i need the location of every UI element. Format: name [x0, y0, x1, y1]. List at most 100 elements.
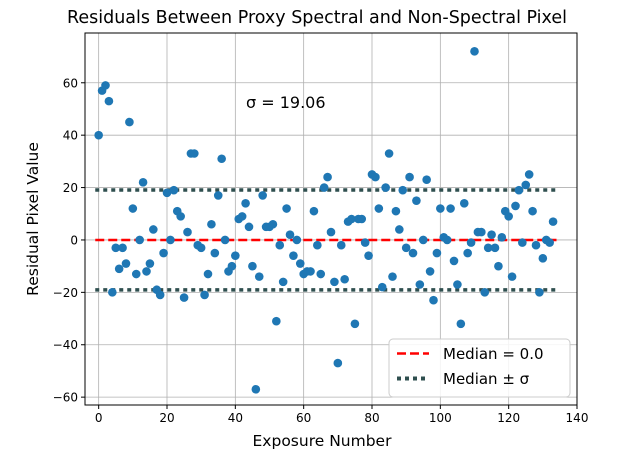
data-point — [391, 206, 401, 216]
data-point — [231, 251, 240, 260]
data-point — [453, 280, 462, 289]
data-point — [425, 267, 435, 276]
data-point — [357, 214, 367, 224]
data-point — [289, 251, 298, 260]
data-point — [371, 172, 380, 182]
data-point — [531, 240, 541, 250]
x-tick-label: 80 — [364, 411, 379, 425]
data-point — [446, 204, 455, 213]
data-point — [401, 243, 411, 253]
data-point — [104, 96, 114, 106]
data-point — [507, 272, 517, 281]
data-point — [213, 191, 223, 200]
x-axis: 0 20 40 60 80 100 120 140 — [95, 405, 588, 425]
data-point — [149, 225, 158, 234]
y-tick-label: 60 — [63, 76, 78, 90]
data-point — [241, 198, 250, 208]
data-point — [521, 180, 531, 190]
data-point — [111, 243, 121, 253]
data-point — [309, 206, 319, 216]
data-point — [538, 253, 548, 263]
data-point — [207, 219, 216, 229]
data-point — [418, 235, 428, 245]
data-point — [251, 384, 261, 394]
x-tick-label: 0 — [95, 411, 103, 425]
data-point — [138, 178, 148, 187]
data-point — [350, 319, 360, 329]
data-point — [395, 225, 404, 234]
data-point — [248, 261, 257, 271]
data-point — [183, 227, 192, 237]
data-point — [487, 230, 496, 240]
data-point — [145, 259, 155, 268]
data-points — [94, 47, 558, 394]
data-point — [429, 295, 438, 305]
data-point — [466, 238, 476, 247]
data-point — [227, 261, 237, 271]
data-point — [412, 196, 421, 205]
data-point — [285, 230, 295, 240]
x-tick-label: 20 — [159, 411, 174, 425]
data-point — [347, 214, 356, 224]
data-point — [292, 235, 302, 245]
data-point — [135, 235, 144, 245]
data-point — [528, 206, 537, 216]
data-point — [101, 81, 110, 90]
legend-median-label: Median = 0.0 — [443, 345, 544, 363]
plot-frame — [84, 32, 578, 406]
data-point — [480, 288, 490, 297]
data-point — [258, 191, 267, 200]
data-point — [381, 183, 390, 192]
sigma-annotation: σ = 19.06 — [246, 93, 326, 112]
data-point — [535, 288, 544, 297]
data-point — [422, 175, 431, 185]
data-point — [237, 212, 247, 221]
data-point — [118, 243, 127, 253]
data-point — [449, 256, 459, 266]
data-point — [131, 269, 141, 279]
data-point — [121, 259, 131, 268]
data-point — [377, 282, 387, 292]
data-point — [360, 238, 370, 247]
data-point — [514, 185, 524, 195]
data-point — [282, 204, 291, 213]
data-point — [244, 222, 254, 232]
data-point — [459, 198, 469, 208]
data-point — [405, 172, 414, 182]
data-point — [200, 290, 209, 300]
data-point — [155, 290, 165, 300]
data-point — [388, 272, 397, 281]
data-point — [408, 248, 418, 258]
y-tick-label: 40 — [63, 129, 78, 143]
data-point — [436, 204, 445, 213]
data-point — [272, 316, 281, 326]
x-axis-label: Exposure Number — [253, 432, 393, 450]
data-point — [511, 201, 520, 211]
x-tick-label: 120 — [497, 411, 520, 425]
data-point — [494, 261, 503, 271]
data-point — [398, 185, 408, 195]
data-point — [326, 227, 336, 237]
data-point — [254, 272, 264, 281]
data-point — [463, 248, 472, 258]
x-tick-label: 60 — [296, 411, 311, 425]
data-point — [142, 267, 151, 276]
data-point — [432, 248, 442, 258]
data-point — [217, 154, 226, 164]
chart-title: Residuals Between Proxy Spectral and Non… — [67, 8, 567, 28]
data-point — [504, 212, 513, 221]
x-tick-label: 40 — [228, 411, 243, 425]
data-point — [364, 251, 373, 260]
data-point — [179, 293, 189, 302]
data-point — [490, 243, 500, 253]
data-point — [108, 288, 117, 297]
data-point — [210, 248, 220, 258]
data-point — [316, 269, 326, 279]
data-point — [159, 248, 168, 258]
data-point — [545, 238, 554, 247]
data-point — [295, 259, 305, 268]
y-tick-label: 20 — [63, 181, 78, 195]
data-point — [483, 243, 493, 253]
data-point — [196, 243, 206, 253]
data-point — [470, 47, 479, 56]
